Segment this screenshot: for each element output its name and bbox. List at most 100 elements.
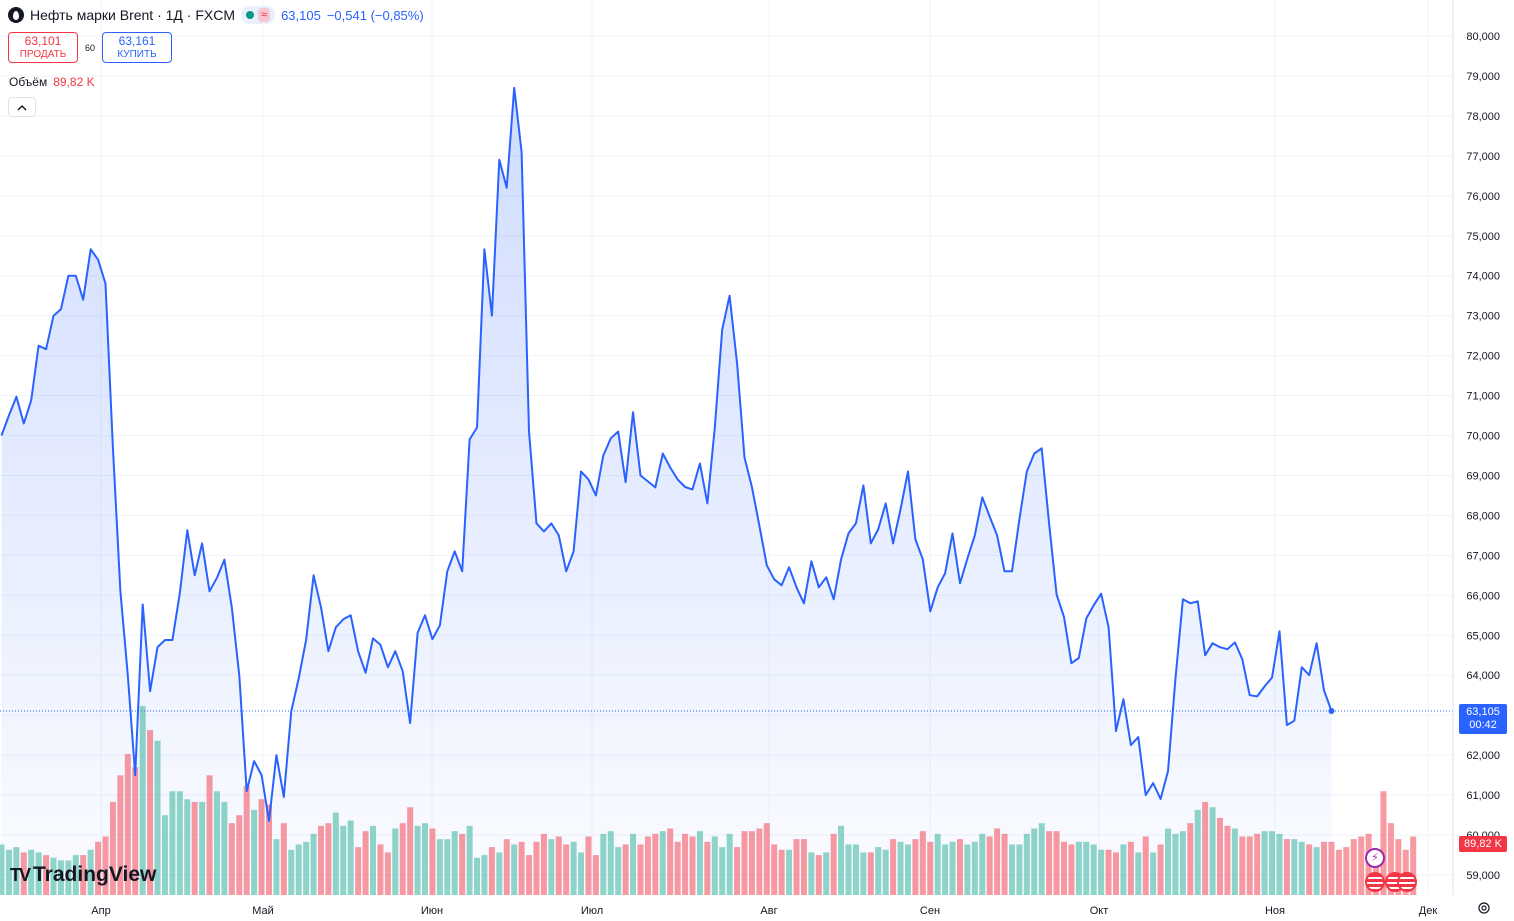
- sell-price: 63,101: [24, 33, 62, 48]
- volume-bar: [1254, 833, 1261, 895]
- y-tick-label: 78,000: [1466, 111, 1500, 123]
- volume-bar: [1231, 828, 1238, 895]
- volume-bar: [644, 836, 651, 895]
- us-flag-event-icon[interactable]: [1397, 872, 1417, 892]
- volume-bar: [511, 844, 518, 895]
- volume-bar: [1380, 791, 1387, 895]
- lightning-event-icon[interactable]: ⚡: [1365, 848, 1385, 868]
- volume-bar: [555, 836, 562, 895]
- volume-bar: [362, 831, 369, 895]
- bar-countdown: 00:42: [1469, 719, 1497, 731]
- volume-bar: [533, 841, 540, 895]
- brent-oil-icon: [8, 7, 24, 23]
- volume-bar: [481, 855, 488, 895]
- volume-legend[interactable]: Объём 89,82 K: [9, 75, 95, 89]
- sell-label: ПРОДАТЬ: [19, 48, 67, 60]
- volume-bar: [377, 844, 384, 895]
- sell-button[interactable]: 63,101 ПРОДАТЬ: [8, 32, 78, 63]
- volume-bar: [526, 855, 533, 895]
- volume-bar: [793, 839, 800, 895]
- volume-bar: [956, 839, 963, 895]
- volume-bar: [696, 831, 703, 895]
- volume-bar: [303, 841, 310, 895]
- price-line: [0, 86, 1453, 822]
- volume-bar: [1023, 833, 1030, 895]
- volume-bar: [488, 847, 495, 895]
- volume-bar: [622, 844, 629, 895]
- logo-mark-icon: TV: [10, 864, 31, 885]
- volume-bar: [422, 823, 429, 895]
- symbol-legend[interactable]: Нефть марки Brent · 1Д · FXCM ≈ 63,105 −…: [8, 6, 424, 24]
- volume-bar: [13, 847, 20, 895]
- volume-bar: [1098, 849, 1105, 895]
- volume-bar: [109, 801, 116, 895]
- y-tick-label: 80,000: [1466, 31, 1500, 43]
- y-tick-label: 71,000: [1466, 391, 1500, 403]
- buy-price: 63,161: [118, 33, 156, 48]
- price-change: −0,541 (−0,85%): [326, 7, 424, 23]
- last-price-dot: [1328, 707, 1335, 714]
- volume-bar: [748, 831, 755, 895]
- volume-bar: [919, 831, 926, 895]
- volume-bar: [1335, 849, 1342, 895]
- volume-bar: [1217, 817, 1224, 895]
- market-status[interactable]: ≈: [241, 6, 276, 24]
- volume-bar: [35, 852, 42, 895]
- volume-bar: [1246, 836, 1253, 895]
- volume-bar: [867, 852, 874, 895]
- volume-bar: [682, 833, 689, 895]
- collapse-legend-button[interactable]: [8, 97, 36, 117]
- volume-bar: [5, 849, 12, 895]
- volume-bar: [57, 860, 64, 895]
- volume-bar: [563, 844, 570, 895]
- volume-bar: [176, 791, 183, 895]
- volume-bar: [1321, 841, 1328, 895]
- buy-button[interactable]: 63,161 КУПИТЬ: [102, 32, 172, 63]
- volume-bar: [1395, 839, 1402, 895]
- volume-bar: [704, 841, 711, 895]
- volume-bar: [95, 841, 102, 895]
- volume-bar: [370, 825, 376, 895]
- y-tick-label: 73,000: [1466, 311, 1500, 323]
- volume-bar: [50, 857, 57, 895]
- volume-bar: [444, 839, 451, 895]
- x-tick-label: Июн: [421, 905, 443, 917]
- volume-bar: [838, 825, 845, 895]
- volume-bar: [823, 852, 830, 895]
- volume-bar: [1031, 828, 1038, 895]
- us-flag-event-icon[interactable]: [1365, 872, 1385, 892]
- volume-bar: [592, 855, 599, 895]
- volume-bar: [355, 847, 362, 895]
- volume-bar: [1202, 801, 1209, 895]
- tradingview-logo[interactable]: TV TradingView: [10, 863, 156, 887]
- volume-bar: [102, 836, 109, 895]
- volume-bar: [904, 844, 911, 895]
- volume-bar: [540, 833, 547, 895]
- volume-bar: [451, 831, 458, 895]
- current-price: 63,105: [1466, 706, 1500, 718]
- volume-bar: [221, 801, 228, 895]
- current-price-label: 63,105 00:42: [1459, 704, 1507, 734]
- volume-bar: [1046, 831, 1053, 895]
- volume-bar: [1298, 841, 1305, 895]
- volume-bar: [1083, 841, 1090, 895]
- volume-bar: [942, 844, 949, 895]
- volume-bar: [1016, 844, 1023, 895]
- volume-bar: [87, 849, 94, 895]
- y-tick-label: 74,000: [1466, 271, 1500, 283]
- volume-bar: [347, 820, 354, 895]
- symbol-title[interactable]: Нефть марки Brent · 1Д · FXCM: [30, 7, 236, 23]
- y-tick-label: 76,000: [1466, 191, 1500, 203]
- volume-bar: [1142, 836, 1149, 895]
- buy-label: КУПИТЬ: [117, 48, 157, 60]
- trade-panel: 63,101 ПРОДАТЬ 60 63,161 КУПИТЬ: [8, 32, 172, 63]
- volume-bar: [258, 799, 265, 895]
- gear-icon[interactable]: [1477, 901, 1491, 915]
- volume-value: 89,82 K: [53, 75, 95, 89]
- volume-bar: [0, 844, 5, 895]
- volume-bar: [399, 823, 406, 895]
- volume-bar: [994, 828, 1001, 895]
- y-tick-label: 77,000: [1466, 151, 1500, 163]
- volume-bar: [169, 791, 176, 895]
